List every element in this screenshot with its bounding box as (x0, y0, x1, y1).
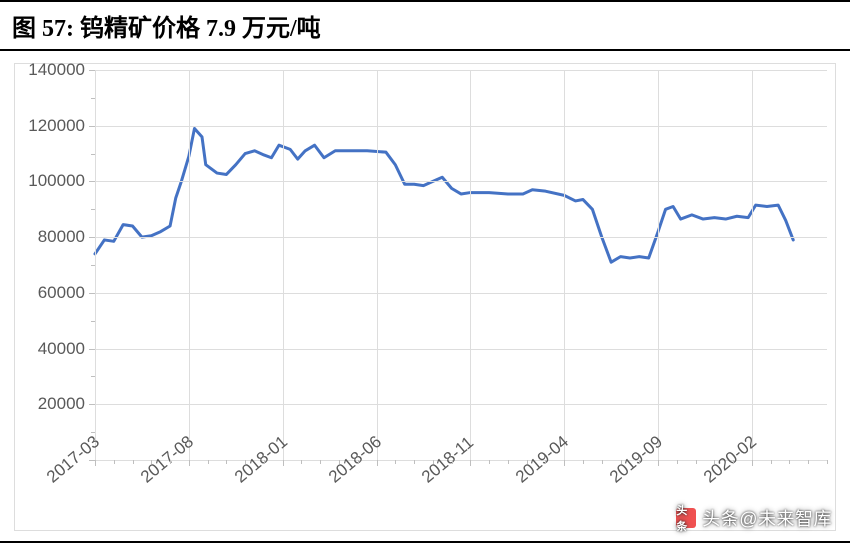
ytick-label: 40000 (38, 339, 85, 359)
xtick-minor (677, 460, 678, 464)
xtick-minor (508, 460, 509, 464)
ytick-label: 60000 (38, 283, 85, 303)
xtick-minor (639, 460, 640, 464)
xtick-minor (789, 460, 790, 464)
xtick-minor (602, 460, 603, 464)
gridline-horizontal (95, 70, 827, 71)
gridline-horizontal (95, 237, 827, 238)
gridline-vertical (470, 70, 471, 460)
xtick-minor (301, 460, 302, 464)
gridline-vertical (95, 70, 96, 460)
watermark: 头条 头条@未来智库 (676, 505, 832, 531)
gridline-horizontal (95, 404, 827, 405)
gridline-horizontal (95, 349, 827, 350)
xtick-minor (583, 460, 584, 464)
xtick (95, 460, 96, 466)
gridline-horizontal (95, 126, 827, 127)
xtick-minor (714, 460, 715, 464)
gridline-vertical (189, 70, 190, 460)
plot-region: 2000040000600008000010000012000014000020… (95, 70, 827, 460)
gridline-horizontal (95, 293, 827, 294)
xtick-minor (527, 460, 528, 464)
figure-title: 图 57: 钨精矿价格 7.9 万元/吨 (0, 0, 850, 51)
ytick-label: 20000 (38, 394, 85, 414)
ytick-label: 80000 (38, 227, 85, 247)
xtick-minor (170, 460, 171, 464)
xtick (470, 460, 471, 466)
xtick-minor (414, 460, 415, 464)
xtick-minor (208, 460, 209, 464)
xtick-minor (489, 460, 490, 464)
xtick-minor (264, 460, 265, 464)
watermark-logo: 头条 (676, 508, 696, 528)
ytick-label: 100000 (28, 171, 85, 191)
ytick-label: 120000 (28, 116, 85, 136)
figure-container: 图 57: 钨精矿价格 7.9 万元/吨 2000040000600008000… (0, 0, 850, 543)
xtick (189, 460, 190, 466)
xtick (752, 460, 753, 466)
xtick-minor (395, 460, 396, 464)
xtick-minor (320, 460, 321, 464)
xtick-minor (771, 460, 772, 464)
xtick (564, 460, 565, 466)
xtick (658, 460, 659, 466)
gridline-vertical (752, 70, 753, 460)
gridline-vertical (283, 70, 284, 460)
xtick-minor (452, 460, 453, 464)
xtick-minor (133, 460, 134, 464)
ytick-label: 140000 (28, 60, 85, 80)
xtick-minor (696, 460, 697, 464)
gridline-horizontal (95, 181, 827, 182)
gridline-vertical (564, 70, 565, 460)
xtick-minor (433, 460, 434, 464)
xtick-minor (339, 460, 340, 464)
plot-border: 2000040000600008000010000012000014000020… (14, 63, 836, 531)
xtick-minor (226, 460, 227, 464)
line-series (95, 70, 827, 460)
xtick-minor (245, 460, 246, 464)
xtick-minor (114, 460, 115, 464)
watermark-text: 头条@未来智库 (702, 505, 832, 531)
xtick-minor (827, 460, 828, 464)
gridline-vertical (377, 70, 378, 460)
xtick (283, 460, 284, 466)
xtick-minor (545, 460, 546, 464)
xtick-minor (733, 460, 734, 464)
chart-area: 2000040000600008000010000012000014000020… (0, 51, 850, 543)
xtick-minor (808, 460, 809, 464)
xtick-minor (151, 460, 152, 464)
gridline-vertical (658, 70, 659, 460)
xtick-minor (358, 460, 359, 464)
xtick-minor (621, 460, 622, 464)
xtick (377, 460, 378, 466)
